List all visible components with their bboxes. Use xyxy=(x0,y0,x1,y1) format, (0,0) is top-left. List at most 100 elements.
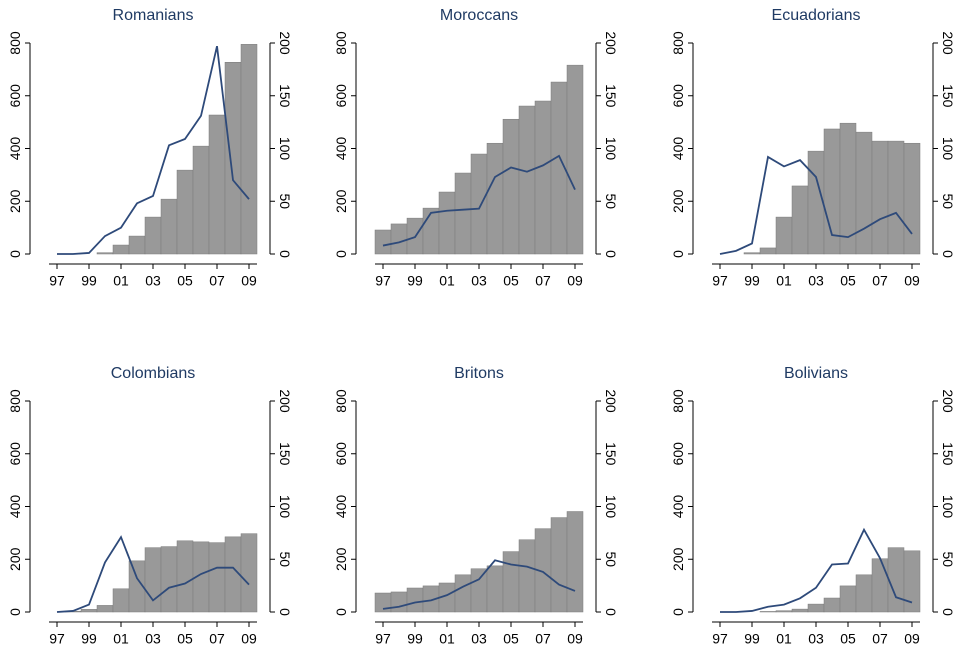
panel-title: Colombians xyxy=(111,365,195,382)
bar xyxy=(518,539,536,613)
y2-tick-label: 100 xyxy=(277,137,293,161)
y2-tick-label: 200 xyxy=(940,31,956,55)
x-tick-label: 05 xyxy=(840,273,856,289)
y-tick-label: 400 xyxy=(670,137,686,161)
bar xyxy=(871,140,889,255)
line xyxy=(382,154,576,247)
y2-tick-label: 150 xyxy=(940,442,956,466)
bar xyxy=(550,517,568,613)
bar xyxy=(470,153,488,255)
x-tick-label: 03 xyxy=(145,631,161,647)
y-tick-label: 400 xyxy=(670,495,686,519)
bar xyxy=(534,100,552,255)
bar xyxy=(208,542,226,613)
x-tick-label: 01 xyxy=(439,273,455,289)
y2-tick-label: 200 xyxy=(277,31,293,55)
y2-tick-label: 100 xyxy=(940,495,956,519)
y2-tick-label: 200 xyxy=(603,389,619,413)
x-tick-label: 07 xyxy=(535,273,551,289)
bar xyxy=(486,565,504,613)
x-tick-label: 09 xyxy=(904,631,920,647)
y-tick-label: 0 xyxy=(7,608,23,616)
y-tick-label: 0 xyxy=(670,250,686,258)
x-tick-label: 09 xyxy=(567,273,583,289)
x-tick-label: 03 xyxy=(808,631,824,647)
y2-tick-label: 50 xyxy=(940,193,956,209)
y2-tick-label: 50 xyxy=(940,551,956,567)
bar xyxy=(887,140,905,255)
bar xyxy=(454,172,472,255)
bar xyxy=(240,44,258,255)
x-tick-label: 05 xyxy=(177,273,193,289)
bar xyxy=(390,591,408,613)
x-tick-label: 09 xyxy=(241,273,257,289)
y-tick-label: 600 xyxy=(333,442,349,466)
x-tick-label: 03 xyxy=(471,631,487,647)
x-tick-label: 05 xyxy=(503,273,519,289)
y-tick-label: 400 xyxy=(7,137,23,161)
bar xyxy=(566,64,584,255)
y-tick-label: 0 xyxy=(670,608,686,616)
x-tick-label: 05 xyxy=(840,631,856,647)
y-tick-label: 800 xyxy=(333,389,349,413)
x-tick-label: 09 xyxy=(567,631,583,647)
y-tick-label: 400 xyxy=(7,495,23,519)
x-tick-label: 97 xyxy=(712,631,728,647)
bar xyxy=(240,533,258,613)
bar xyxy=(160,546,178,613)
y-tick-label: 600 xyxy=(7,442,23,466)
x-tick-label: 99 xyxy=(744,273,760,289)
y-tick-label: 0 xyxy=(333,250,349,258)
panel-title: Moroccans xyxy=(440,7,518,24)
x-tick-label: 99 xyxy=(744,631,760,647)
y2-tick-label: 0 xyxy=(940,250,956,258)
x-tick-label: 99 xyxy=(81,631,97,647)
x-tick-label: 07 xyxy=(872,631,888,647)
y2-tick-label: 150 xyxy=(277,442,293,466)
line xyxy=(719,155,913,255)
bar xyxy=(566,511,584,613)
y-tick-label: 600 xyxy=(7,84,23,108)
y-tick-label: 800 xyxy=(670,389,686,413)
y2-tick-label: 150 xyxy=(277,84,293,108)
y2-tick-label: 0 xyxy=(603,250,619,258)
bar xyxy=(438,191,456,255)
y2-tick-label: 0 xyxy=(277,608,293,616)
x-tick-label: 09 xyxy=(904,273,920,289)
bar xyxy=(208,114,226,255)
y2-tick-label: 150 xyxy=(603,84,619,108)
x-tick-label: 97 xyxy=(49,631,65,647)
bar xyxy=(454,574,472,613)
x-tick-label: 97 xyxy=(375,631,391,647)
panel-title: Romanians xyxy=(113,7,194,24)
y2-tick-label: 50 xyxy=(277,193,293,209)
y-tick-label: 200 xyxy=(7,547,23,571)
x-tick-label: 99 xyxy=(81,273,97,289)
bar xyxy=(374,592,392,613)
line xyxy=(720,527,913,613)
bar xyxy=(887,547,905,613)
bar xyxy=(112,244,130,255)
y-tick-label: 0 xyxy=(7,250,23,258)
bar xyxy=(192,145,210,255)
y2-tick-label: 150 xyxy=(603,442,619,466)
y2-tick-label: 200 xyxy=(940,389,956,413)
bar xyxy=(759,611,777,613)
y-tick-label: 200 xyxy=(333,547,349,571)
bar xyxy=(855,574,873,613)
y-tick-label: 400 xyxy=(333,495,349,519)
y-tick-label: 200 xyxy=(333,189,349,213)
y-tick-label: 200 xyxy=(670,547,686,571)
x-tick-label: 97 xyxy=(375,273,391,289)
y2-tick-label: 50 xyxy=(277,551,293,567)
y-tick-label: 800 xyxy=(7,389,23,413)
y2-tick-label: 0 xyxy=(940,608,956,616)
bar xyxy=(80,609,98,613)
bar xyxy=(903,142,921,255)
y-tick-label: 800 xyxy=(333,31,349,55)
